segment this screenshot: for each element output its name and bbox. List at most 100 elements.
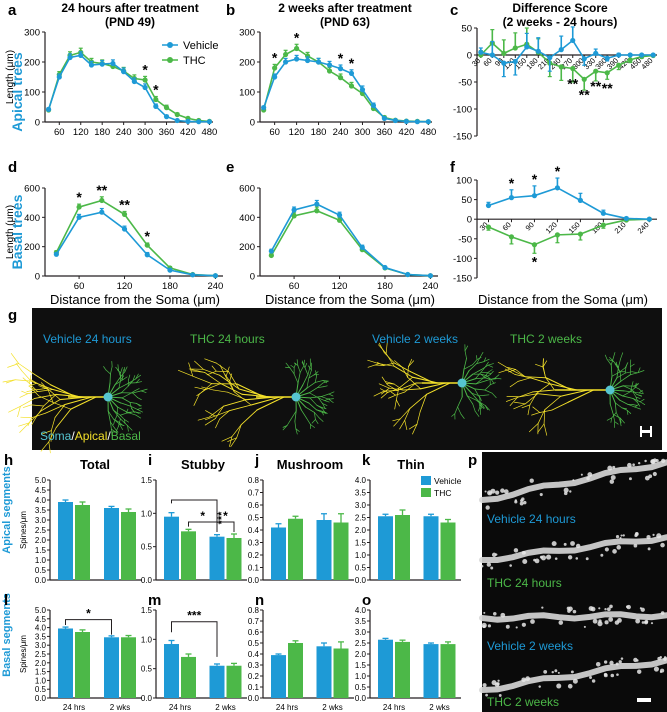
y-tick-label: 1.0 xyxy=(141,509,153,518)
spine xyxy=(610,475,616,481)
dendrite-strand xyxy=(479,534,667,564)
significance-marker: * xyxy=(338,50,344,66)
dendrite xyxy=(623,390,634,393)
spine xyxy=(521,622,526,627)
dendrite xyxy=(228,371,240,390)
data-point-vehicle xyxy=(604,55,610,61)
dendrite xyxy=(31,416,37,426)
dendrite xyxy=(204,418,216,426)
y-tick-label: 0.3 xyxy=(248,661,260,670)
significance-marker: * xyxy=(145,228,151,244)
y-tick-label: 0.0 xyxy=(35,576,47,585)
data-point-thc xyxy=(616,62,622,68)
dendrite xyxy=(282,425,288,431)
dendrite xyxy=(15,362,23,372)
data-point-thc xyxy=(272,65,278,71)
x-tick-label: 480 xyxy=(420,127,436,138)
data-point-vehicle xyxy=(392,117,399,124)
dendrite xyxy=(498,368,511,374)
dendrite xyxy=(636,394,642,397)
bar-vehicle xyxy=(104,508,119,580)
significance-marker: * xyxy=(153,82,159,98)
dendrite xyxy=(37,389,54,392)
dendrite xyxy=(514,401,526,405)
y-axis-label: Spines/μm xyxy=(19,635,28,673)
dendrite xyxy=(471,392,480,402)
dendrite xyxy=(529,392,537,406)
dendrite xyxy=(489,370,494,375)
dendrite xyxy=(119,423,123,430)
dendrite xyxy=(632,385,640,390)
spine xyxy=(567,683,573,689)
dendrite xyxy=(135,373,139,380)
data-point-vehicle xyxy=(268,248,274,254)
dendrite xyxy=(381,376,388,385)
dendrite xyxy=(549,383,578,391)
significance-bracket xyxy=(216,521,235,532)
dendrite xyxy=(20,416,33,419)
series-line-vehicle xyxy=(55,211,216,277)
x-tick-label: 2 wks xyxy=(429,703,449,712)
dendrite xyxy=(620,374,631,382)
data-point-vehicle xyxy=(547,55,553,61)
data-point-thc xyxy=(512,45,518,51)
spine xyxy=(530,619,535,624)
spine xyxy=(490,566,494,570)
y-tick-label: 0.2 xyxy=(248,551,260,560)
bar-thc xyxy=(121,637,136,698)
dendrite xyxy=(484,405,488,411)
spine xyxy=(495,490,500,495)
dendrite xyxy=(639,401,646,406)
dendrite xyxy=(535,363,544,368)
dendrite xyxy=(317,397,326,402)
dendrite xyxy=(476,355,478,360)
y-tick-label: 0.5 xyxy=(35,685,47,694)
dendrite xyxy=(524,376,547,379)
dendrite xyxy=(474,410,480,417)
data-point-vehicle xyxy=(531,193,538,199)
x-tick-label: 360 xyxy=(159,127,175,138)
bar-thc xyxy=(440,522,456,580)
dendrite xyxy=(543,409,546,425)
bar-thc xyxy=(181,531,196,580)
y-tick-label: 4.0 xyxy=(355,606,367,615)
dendrite xyxy=(293,373,299,384)
spine xyxy=(491,680,497,686)
bar-vehicle xyxy=(316,646,332,698)
spine xyxy=(652,533,655,536)
dendrite xyxy=(490,379,495,384)
chart-panel-k: 0.0 0.5 1.0 1.5 2.0 2.5 3.0 3.5 4.0 xyxy=(355,476,461,585)
data-point-vehicle xyxy=(131,78,137,85)
chart-panel-e: 0 200 400 600 60 120 180 240 xyxy=(239,184,438,293)
dendrite xyxy=(484,389,493,394)
series-line-vehicle xyxy=(480,39,654,64)
dendrite xyxy=(43,394,57,407)
spine xyxy=(491,552,497,558)
dendrite xyxy=(404,382,417,393)
dendrite xyxy=(121,376,128,381)
dendrite xyxy=(612,414,621,419)
dendrite xyxy=(35,405,44,418)
spine xyxy=(551,670,554,674)
dendrite xyxy=(21,390,28,395)
significance-marker: * xyxy=(555,163,561,179)
bar-thc xyxy=(288,518,303,580)
dendrite xyxy=(240,409,258,426)
x-tick-label: 2 wks xyxy=(110,703,130,712)
legend-vehicle-label: Vehicle xyxy=(183,40,218,52)
dendrite xyxy=(118,421,124,427)
bar-thc xyxy=(181,656,196,698)
data-point-thc xyxy=(554,232,561,238)
chart-panel-i: 0.00.51.01.5* **** xyxy=(141,476,247,585)
data-point-thc xyxy=(142,77,148,83)
spine xyxy=(534,558,540,564)
panel-a-title: 24 hours after treatment xyxy=(61,1,198,15)
y-tick-label: 4.5 xyxy=(35,615,47,624)
dendrite xyxy=(624,371,633,374)
y-tick-label: 1.5 xyxy=(355,661,367,670)
dendrite xyxy=(303,359,305,366)
dendrite xyxy=(380,392,388,399)
data-point-vehicle xyxy=(558,47,564,53)
data-point-vehicle xyxy=(623,215,629,222)
data-point-vehicle xyxy=(485,202,492,209)
